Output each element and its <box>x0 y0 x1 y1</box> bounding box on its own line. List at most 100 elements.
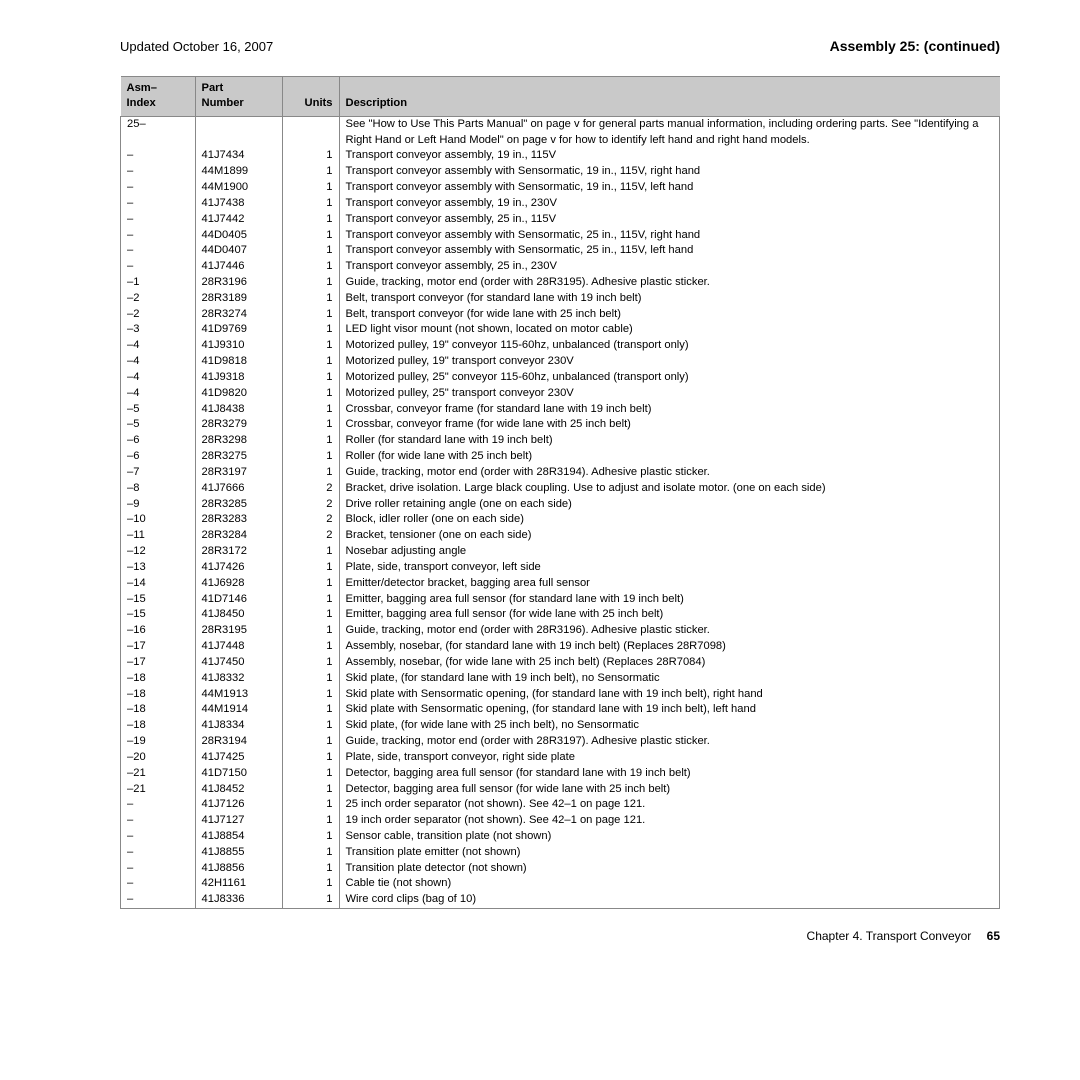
cell-units: 1 <box>282 765 339 781</box>
table-row: –1741J74501Assembly, nosebar, (for wide … <box>121 655 1000 671</box>
cell-desc: Transport conveyor assembly with Sensorm… <box>339 227 1000 243</box>
table-row: –1541J84501Emitter, bagging area full se… <box>121 607 1000 623</box>
table-row: –41J74341Transport conveyor assembly, 19… <box>121 148 1000 164</box>
cell-desc: Transport conveyor assembly with Sensorm… <box>339 164 1000 180</box>
cell-units: 1 <box>282 180 339 196</box>
cell-desc: Wire cord clips (bag of 10) <box>339 892 1000 908</box>
cell-desc: Bracket, drive isolation. Large black co… <box>339 481 1000 497</box>
table-row: –1128R32842Bracket, tensioner (one on ea… <box>121 528 1000 544</box>
cell-asm: – <box>121 829 196 845</box>
cell-part: 41J8855 <box>195 845 282 861</box>
table-row: –44M19001Transport conveyor assembly wit… <box>121 180 1000 196</box>
cell-asm: –14 <box>121 576 196 592</box>
cell-desc: Detector, bagging area full sensor (for … <box>339 765 1000 781</box>
cell-part: 41J8332 <box>195 671 282 687</box>
cell-part: 44M1914 <box>195 702 282 718</box>
cell-part: 41J8452 <box>195 781 282 797</box>
cell-units: 1 <box>282 623 339 639</box>
cell-part: 44M1899 <box>195 164 282 180</box>
cell-part: 41J7448 <box>195 639 282 655</box>
cell-asm: –8 <box>121 481 196 497</box>
footer-page-number: 65 <box>987 929 1000 943</box>
cell-units <box>282 116 339 148</box>
cell-units: 1 <box>282 401 339 417</box>
cell-asm: – <box>121 148 196 164</box>
cell-desc: LED light visor mount (not shown, locate… <box>339 322 1000 338</box>
cell-desc: Guide, tracking, motor end (order with 2… <box>339 734 1000 750</box>
cell-desc: Assembly, nosebar, (for standard lane wi… <box>339 639 1000 655</box>
cell-asm: – <box>121 243 196 259</box>
cell-asm: –4 <box>121 354 196 370</box>
cell-part: 28R3197 <box>195 465 282 481</box>
cell-part: 41J7126 <box>195 797 282 813</box>
table-row: –41J88561Transition plate detector (not … <box>121 860 1000 876</box>
cell-asm: –20 <box>121 750 196 766</box>
cell-part: 41D7150 <box>195 765 282 781</box>
cell-asm: – <box>121 876 196 892</box>
page-header: Updated October 16, 2007 Assembly 25: (c… <box>120 38 1000 54</box>
cell-units: 1 <box>282 306 339 322</box>
cell-asm: – <box>121 227 196 243</box>
cell-asm: – <box>121 797 196 813</box>
cell-desc: Transport conveyor assembly with Sensorm… <box>339 243 1000 259</box>
cell-units: 1 <box>282 212 339 228</box>
cell-asm: – <box>121 860 196 876</box>
cell-part <box>195 116 282 148</box>
cell-units: 1 <box>282 845 339 861</box>
cell-desc: Transport conveyor assembly, 19 in., 230… <box>339 196 1000 212</box>
cell-asm: –4 <box>121 370 196 386</box>
cell-part: 28R3279 <box>195 417 282 433</box>
cell-part: 28R3194 <box>195 734 282 750</box>
cell-part: 41J7666 <box>195 481 282 497</box>
table-row: –2041J74251Plate, side, transport convey… <box>121 750 1000 766</box>
table-header: Asm– Index Part Number Units Description <box>121 77 1000 117</box>
cell-units: 1 <box>282 291 339 307</box>
cell-units: 1 <box>282 829 339 845</box>
cell-desc: Motorized pulley, 19" conveyor 115-60hz,… <box>339 338 1000 354</box>
cell-desc: Emitter, bagging area full sensor (for w… <box>339 607 1000 623</box>
cell-desc: Motorized pulley, 25" transport conveyor… <box>339 386 1000 402</box>
table-row: –41J74461Transport conveyor assembly, 25… <box>121 259 1000 275</box>
cell-desc: Sensor cable, transition plate (not show… <box>339 829 1000 845</box>
cell-units: 2 <box>282 528 339 544</box>
cell-part: 28R3172 <box>195 544 282 560</box>
cell-asm: –6 <box>121 433 196 449</box>
cell-asm: –11 <box>121 528 196 544</box>
table-row: –128R31961Guide, tracking, motor end (or… <box>121 275 1000 291</box>
cell-units: 1 <box>282 259 339 275</box>
cell-asm: –18 <box>121 718 196 734</box>
table-row: –441J93101Motorized pulley, 19" conveyor… <box>121 338 1000 354</box>
cell-units: 1 <box>282 702 339 718</box>
cell-part: 41J8854 <box>195 829 282 845</box>
cell-desc: Roller (for wide lane with 25 inch belt) <box>339 449 1000 465</box>
cell-asm: – <box>121 196 196 212</box>
table-row: –1841J83341Skid plate, (for wide lane wi… <box>121 718 1000 734</box>
table-row: –441D98181Motorized pulley, 19" transpor… <box>121 354 1000 370</box>
cell-part: 28R3274 <box>195 306 282 322</box>
cell-asm: –5 <box>121 417 196 433</box>
table-row: –41J7127119 inch order separator (not sh… <box>121 813 1000 829</box>
footer-chapter: Chapter 4. Transport Conveyor <box>807 929 972 943</box>
table-row: –41J74421Transport conveyor assembly, 25… <box>121 212 1000 228</box>
cell-desc: Cable tie (not shown) <box>339 876 1000 892</box>
table-row: –1228R31721Nosebar adjusting angle <box>121 544 1000 560</box>
cell-asm: –9 <box>121 496 196 512</box>
col-asm-header: Asm– Index <box>121 77 196 117</box>
cell-desc: Belt, transport conveyor (for standard l… <box>339 291 1000 307</box>
table-row: –2141J84521Detector, bagging area full s… <box>121 781 1000 797</box>
cell-part: 44M1913 <box>195 686 282 702</box>
cell-part: 41J7438 <box>195 196 282 212</box>
cell-units: 1 <box>282 148 339 164</box>
cell-desc: Transport conveyor assembly, 19 in., 115… <box>339 148 1000 164</box>
table-row: –728R31971Guide, tracking, motor end (or… <box>121 465 1000 481</box>
cell-part: 41J7425 <box>195 750 282 766</box>
cell-asm: –16 <box>121 623 196 639</box>
cell-asm: –17 <box>121 655 196 671</box>
cell-part: 41J7442 <box>195 212 282 228</box>
table-row: –42H11611Cable tie (not shown) <box>121 876 1000 892</box>
cell-part: 44D0407 <box>195 243 282 259</box>
cell-desc: Transport conveyor assembly with Sensorm… <box>339 180 1000 196</box>
table-row: –1341J74261Plate, side, transport convey… <box>121 560 1000 576</box>
cell-desc: Transport conveyor assembly, 25 in., 230… <box>339 259 1000 275</box>
cell-desc: Crossbar, conveyor frame (for standard l… <box>339 401 1000 417</box>
